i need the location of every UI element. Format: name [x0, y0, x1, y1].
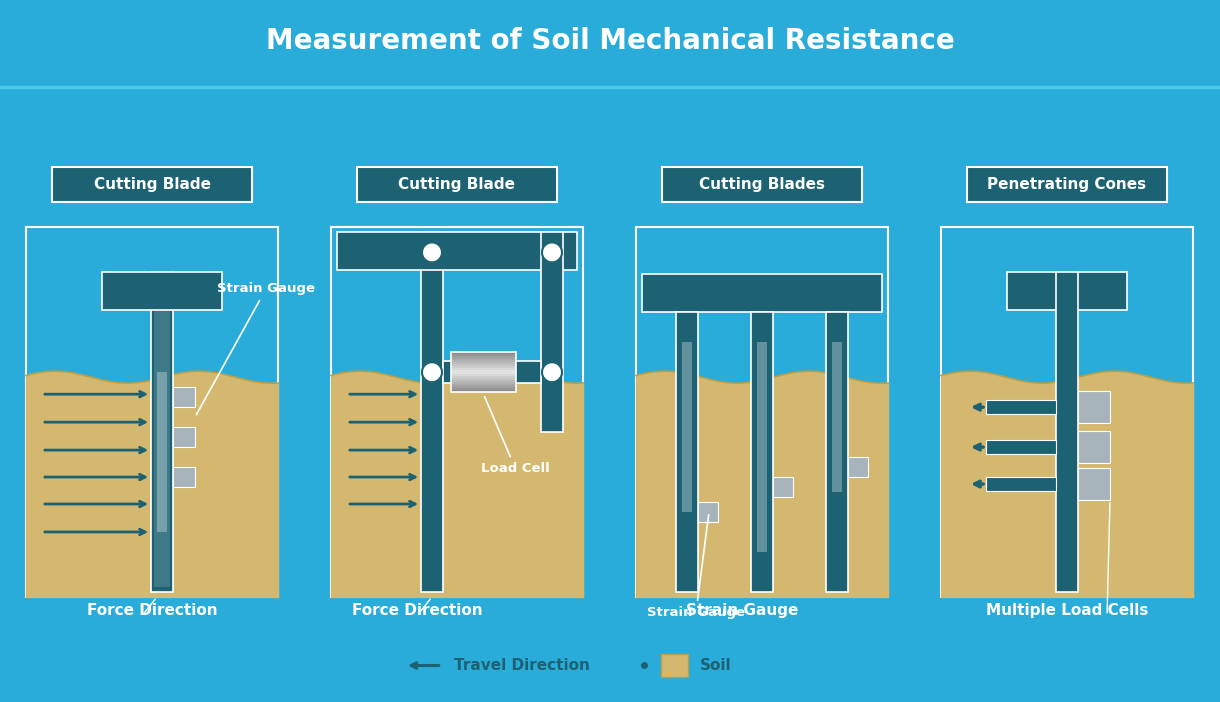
Bar: [832, 343, 842, 492]
Bar: [451, 355, 516, 356]
Bar: [682, 343, 692, 512]
Bar: [451, 376, 516, 378]
Text: Cutting Blade: Cutting Blade: [94, 177, 211, 192]
Bar: [26, 227, 278, 597]
Bar: [451, 388, 516, 390]
Bar: [986, 440, 1057, 454]
Bar: [773, 477, 793, 497]
Bar: [151, 272, 173, 592]
Bar: [451, 380, 516, 382]
Bar: [1006, 272, 1127, 310]
Text: Cutting Blades: Cutting Blades: [699, 177, 825, 192]
Text: Penetrating Cones: Penetrating Cones: [987, 177, 1147, 192]
Text: Multiple Load Cells: Multiple Load Cells: [986, 603, 1148, 618]
Bar: [540, 232, 562, 432]
Bar: [443, 362, 540, 383]
FancyBboxPatch shape: [662, 166, 863, 202]
FancyBboxPatch shape: [967, 166, 1168, 202]
Text: Force Direction: Force Direction: [351, 603, 482, 618]
Bar: [451, 358, 516, 360]
Bar: [173, 427, 195, 447]
Text: Strain Gauge: Strain Gauge: [647, 515, 745, 619]
Bar: [451, 386, 516, 388]
Circle shape: [542, 242, 562, 263]
Bar: [451, 374, 516, 376]
Bar: [154, 310, 170, 587]
FancyBboxPatch shape: [357, 166, 558, 202]
Bar: [451, 352, 516, 355]
Bar: [331, 227, 583, 597]
Bar: [1078, 391, 1110, 423]
Bar: [173, 388, 195, 407]
Bar: [451, 364, 516, 366]
Bar: [337, 232, 577, 270]
Bar: [826, 312, 848, 592]
Bar: [451, 352, 516, 392]
Bar: [848, 457, 867, 477]
Bar: [173, 467, 195, 487]
Bar: [1078, 468, 1110, 500]
Bar: [986, 477, 1057, 491]
Bar: [698, 502, 719, 522]
Circle shape: [422, 362, 442, 382]
Bar: [451, 370, 516, 372]
Text: Soil: Soil: [700, 658, 732, 673]
Bar: [451, 384, 516, 386]
Bar: [451, 390, 516, 392]
Text: Strain Gauge: Strain Gauge: [196, 282, 315, 415]
Bar: [752, 312, 773, 592]
Text: Measurement of Soil Mechanical Resistance: Measurement of Soil Mechanical Resistanc…: [266, 27, 954, 55]
Bar: [676, 312, 698, 592]
Bar: [451, 372, 516, 374]
FancyBboxPatch shape: [52, 166, 253, 202]
Bar: [421, 232, 443, 592]
Bar: [451, 378, 516, 380]
Bar: [1057, 272, 1078, 592]
Bar: [451, 382, 516, 384]
Bar: [451, 366, 516, 369]
Circle shape: [542, 362, 562, 382]
Bar: [1078, 431, 1110, 463]
Bar: [941, 227, 1193, 597]
Bar: [451, 360, 516, 362]
Bar: [451, 356, 516, 358]
Bar: [642, 274, 882, 312]
Bar: [661, 654, 688, 677]
Bar: [157, 372, 167, 532]
Bar: [636, 227, 888, 597]
Bar: [451, 369, 516, 370]
Text: Travel Direction: Travel Direction: [454, 658, 589, 673]
Text: Load Cell: Load Cell: [481, 397, 550, 475]
Bar: [986, 400, 1057, 414]
Bar: [451, 362, 516, 364]
Text: Force Direction: Force Direction: [87, 603, 217, 618]
Bar: [102, 272, 222, 310]
Bar: [756, 343, 767, 552]
Text: Strain Gauge: Strain Gauge: [686, 603, 798, 618]
Circle shape: [422, 242, 442, 263]
Text: Cutting Blade: Cutting Blade: [399, 177, 516, 192]
